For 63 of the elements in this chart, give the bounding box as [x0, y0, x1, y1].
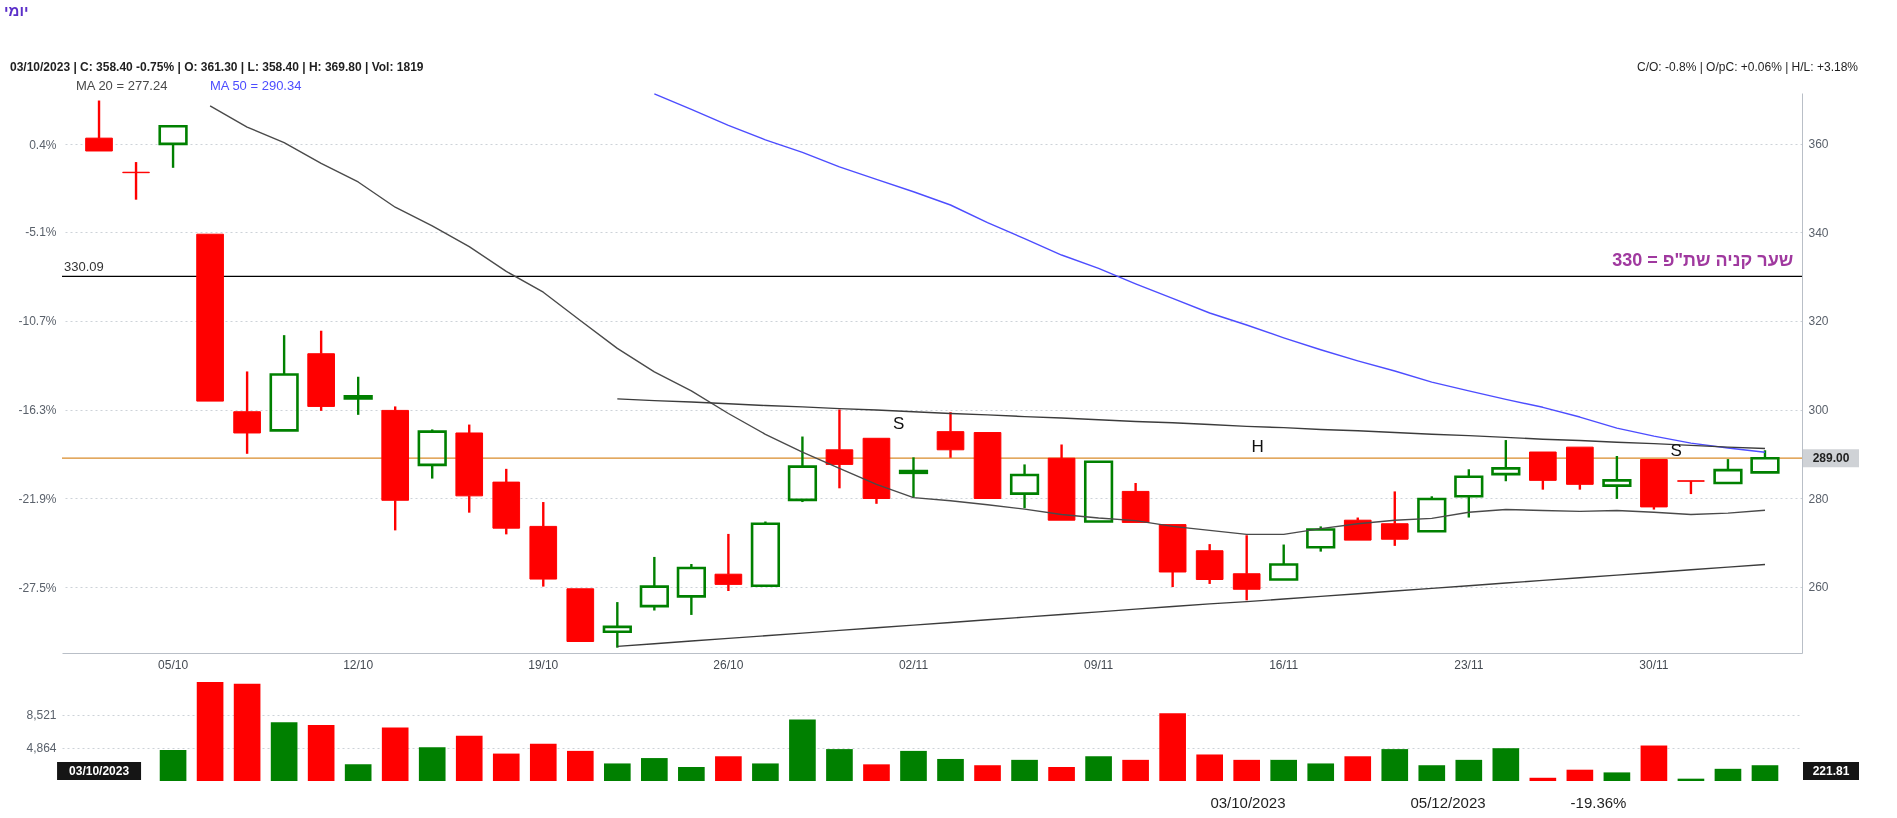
x-tick-label: 12/10: [343, 657, 374, 672]
candlestick: [196, 233, 224, 402]
candlestick: [233, 370, 261, 455]
candlestick: [1009, 463, 1040, 510]
text: 03/10/2023 | C: 358.40 -0.75% | O: 361.30 | L: 358.40 | H: 369.80 | Vol: 1819: [10, 60, 424, 74]
x-tick-label: 05/10: [158, 657, 189, 672]
y-tick-label: 280: [1808, 491, 1829, 506]
x-tick-label: 02/11: [898, 657, 929, 672]
candlestick: [898, 456, 929, 499]
text: 05/12/2023: [1410, 794, 1486, 811]
candlestick: [269, 333, 299, 432]
y-tick-label: 360: [1808, 137, 1829, 152]
candlestick: [1047, 443, 1076, 521]
annotation: H: [1251, 437, 1264, 457]
ref-line-label: 330.09: [64, 259, 104, 275]
y-tick-label: 260: [1808, 580, 1829, 595]
x-tick-label: 16/11: [1269, 657, 1299, 672]
x-tick-label: 30/11: [1639, 657, 1669, 672]
candlestick: [158, 124, 188, 170]
y-tick-label: 8,521: [26, 708, 57, 723]
annotation: 330 = שער קניה שת"פ: [1612, 250, 1794, 270]
x-tick-label: 26/10: [713, 657, 744, 672]
annotation: S: [1670, 440, 1682, 460]
y-tick-label: 340: [1808, 225, 1829, 240]
text: -19.36%: [1570, 794, 1627, 811]
candlestick: [85, 99, 113, 152]
y2-tick-label: -21.9%: [18, 491, 57, 506]
candlestick: [1121, 481, 1150, 523]
chart-title: יומי: [4, 2, 29, 19]
y-tick-label: 300: [1808, 403, 1829, 418]
text: MA 20 = 277.24: [76, 78, 168, 93]
candlestick: [676, 562, 706, 617]
y2-tick-label: -10.7%: [18, 314, 57, 329]
candlestick: [862, 437, 891, 506]
text: 221.81: [1812, 764, 1850, 778]
y2-tick-label: -16.3%: [18, 403, 57, 418]
y2-tick-label: -5.1%: [25, 225, 57, 240]
candlestick: [1195, 542, 1224, 586]
x-tick-label: 23/11: [1454, 657, 1484, 672]
x-tick-label: 19/10: [528, 657, 559, 672]
x-tick-label: 09/11: [1084, 657, 1114, 672]
candlestick: [1232, 534, 1261, 602]
candlestick: [825, 408, 854, 490]
ref-line-label: 289.00: [1812, 451, 1850, 466]
candlestick: [1158, 524, 1187, 589]
candlestick: [1269, 543, 1299, 581]
candlestick: [639, 555, 669, 612]
candlestick: [1083, 460, 1114, 523]
text: MA 50 = 290.34: [210, 78, 302, 93]
candlestick: [602, 600, 632, 649]
line-series: [616, 563, 1766, 648]
y2-tick-label: -27.5%: [18, 580, 57, 595]
candlestick: [566, 588, 595, 642]
annotation: 03/10/2023: [69, 764, 130, 778]
candlestick: [714, 532, 743, 593]
candlestick: [936, 410, 965, 459]
y-tick-label: 320: [1808, 314, 1829, 329]
text: 03/10/2023: [1210, 794, 1286, 811]
y-tick-label: 4,864: [26, 741, 57, 756]
candlestick: [973, 432, 1002, 499]
y2-tick-label: 0.4%: [29, 138, 57, 153]
annotation: S: [893, 414, 905, 434]
text: C/O: -0.8% | O/pC: +0.06% | H/L: +3.18%: [1636, 60, 1859, 74]
